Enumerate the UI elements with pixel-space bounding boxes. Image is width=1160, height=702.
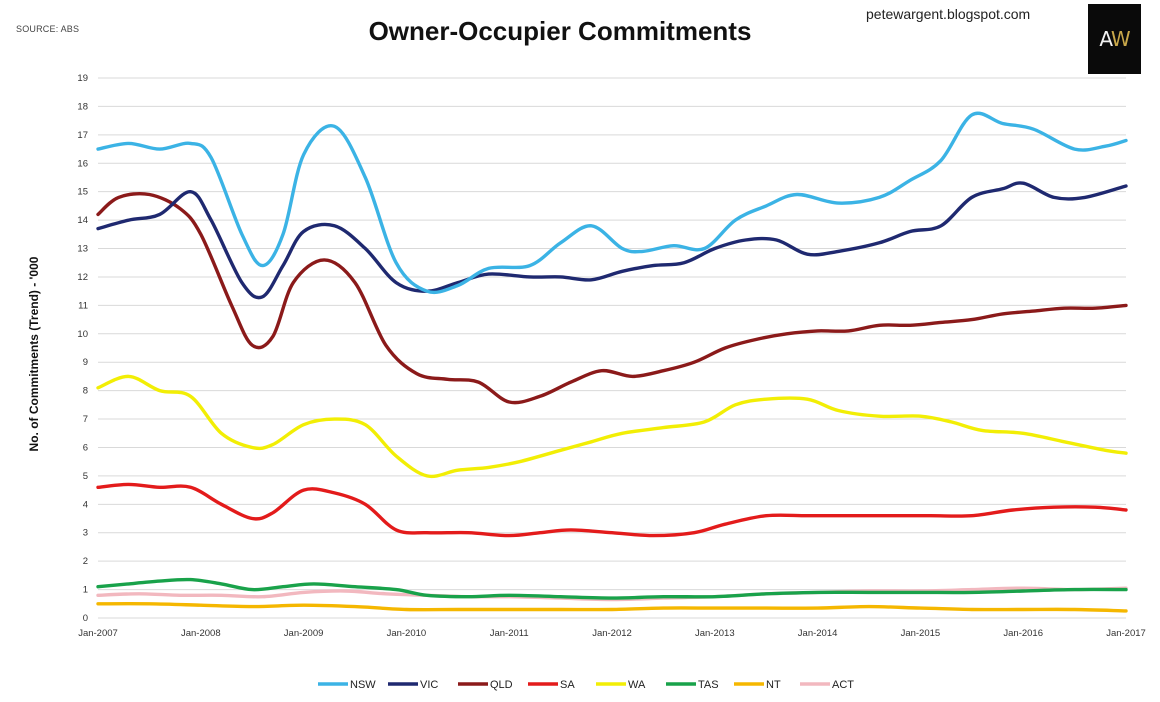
legend-label-nt: NT — [766, 679, 781, 691]
x-tick-label: Jan-2008 — [181, 628, 221, 639]
logo-text: AW — [1099, 27, 1130, 51]
y-tick-label: 17 — [77, 130, 88, 141]
y-tick-label: 7 — [83, 414, 88, 425]
y-tick-label: 10 — [77, 329, 88, 340]
legend-label-nsw: NSW — [350, 679, 376, 691]
x-tick-label: Jan-2007 — [78, 628, 118, 639]
y-tick-label: 19 — [77, 73, 88, 84]
y-tick-label: 11 — [78, 300, 88, 311]
series-line-sa — [96, 482, 1128, 538]
legend-label-act: ACT — [832, 679, 854, 691]
legend: NSW VIC QLD SA WA TAS NT ACT — [318, 679, 854, 691]
x-tick-label: Jan-2009 — [284, 628, 324, 639]
y-tick-label: 1 — [83, 585, 88, 596]
legend-label-tas: TAS — [698, 679, 719, 691]
legend-label-vic: VIC — [420, 679, 438, 691]
series-line-vic — [96, 181, 1128, 300]
y-tick-label: 14 — [77, 215, 88, 226]
series-line-wa — [96, 374, 1128, 479]
y-tick-label: 4 — [83, 499, 88, 510]
series-line-nsw — [96, 111, 1128, 295]
y-tick-label: 6 — [83, 442, 88, 453]
x-axis-ticks: Jan-2007 Jan-2008 Jan-2009 Jan-2010 Jan-2011… — [78, 628, 1146, 639]
legend-label-wa: WA — [628, 679, 646, 691]
y-axis-label: No. of Commitments (Trend) - '000 — [27, 256, 41, 451]
source-note: SOURCE: ABS — [16, 24, 80, 34]
x-tick-label: Jan-2012 — [592, 628, 632, 639]
x-tick-label: Jan-2010 — [387, 628, 427, 639]
x-tick-label: Jan-2014 — [798, 628, 838, 639]
y-tick-label: 16 — [77, 158, 88, 169]
series-lines — [96, 111, 1128, 613]
aw-logo: AW — [1088, 4, 1141, 74]
chart-title: Owner-Occupier Commitments — [368, 16, 752, 46]
y-tick-label: 5 — [83, 471, 88, 482]
series-line-tas — [96, 577, 1128, 600]
grid-lines — [98, 77, 1126, 619]
legend-label-qld: QLD — [490, 679, 513, 691]
y-tick-label: 12 — [77, 272, 88, 283]
y-tick-label: 0 — [83, 613, 88, 624]
x-tick-label: Jan-2016 — [1003, 628, 1043, 639]
y-tick-label: 3 — [83, 528, 88, 539]
y-tick-label: 8 — [83, 386, 88, 397]
x-tick-label: Jan-2011 — [490, 628, 529, 639]
y-tick-label: 15 — [77, 187, 88, 198]
series-line-nt — [96, 602, 1128, 613]
x-tick-label: Jan-2013 — [695, 628, 735, 639]
x-tick-label: Jan-2015 — [901, 628, 941, 639]
y-tick-label: 18 — [77, 101, 88, 112]
legend-label-sa: SA — [560, 679, 575, 691]
y-tick-label: 13 — [77, 244, 88, 255]
series-line-qld — [96, 191, 1128, 405]
x-tick-label: Jan-2017 — [1106, 628, 1146, 639]
y-tick-label: 2 — [83, 556, 88, 567]
y-tick-label: 9 — [83, 357, 88, 368]
site-url: petewargent.blogspot.com — [866, 6, 1031, 22]
